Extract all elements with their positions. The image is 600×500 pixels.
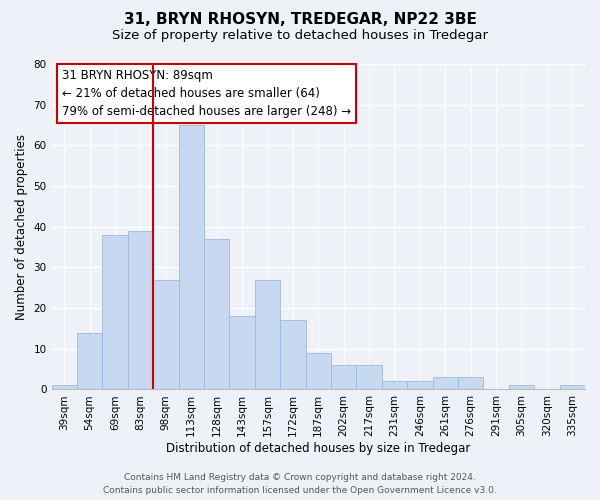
Text: 31, BRYN RHOSYN, TREDEGAR, NP22 3BE: 31, BRYN RHOSYN, TREDEGAR, NP22 3BE — [124, 12, 476, 28]
Bar — [458, 378, 484, 390]
Bar — [331, 365, 356, 390]
X-axis label: Distribution of detached houses by size in Tredegar: Distribution of detached houses by size … — [166, 442, 470, 455]
Bar — [255, 280, 280, 390]
Bar — [103, 235, 128, 390]
Bar — [77, 332, 103, 390]
Text: Size of property relative to detached houses in Tredegar: Size of property relative to detached ho… — [112, 28, 488, 42]
Bar — [280, 320, 305, 390]
Bar — [153, 280, 179, 390]
Bar — [407, 382, 433, 390]
Bar — [179, 125, 204, 390]
Bar — [52, 386, 77, 390]
Text: Contains HM Land Registry data © Crown copyright and database right 2024.
Contai: Contains HM Land Registry data © Crown c… — [103, 474, 497, 495]
Text: 31 BRYN RHOSYN: 89sqm
← 21% of detached houses are smaller (64)
79% of semi-deta: 31 BRYN RHOSYN: 89sqm ← 21% of detached … — [62, 69, 352, 118]
Bar — [560, 386, 585, 390]
Bar — [128, 231, 153, 390]
Bar — [433, 378, 458, 390]
Y-axis label: Number of detached properties: Number of detached properties — [15, 134, 28, 320]
Bar — [229, 316, 255, 390]
Bar — [204, 239, 229, 390]
Bar — [356, 365, 382, 390]
Bar — [509, 386, 534, 390]
Bar — [305, 353, 331, 390]
Bar — [382, 382, 407, 390]
